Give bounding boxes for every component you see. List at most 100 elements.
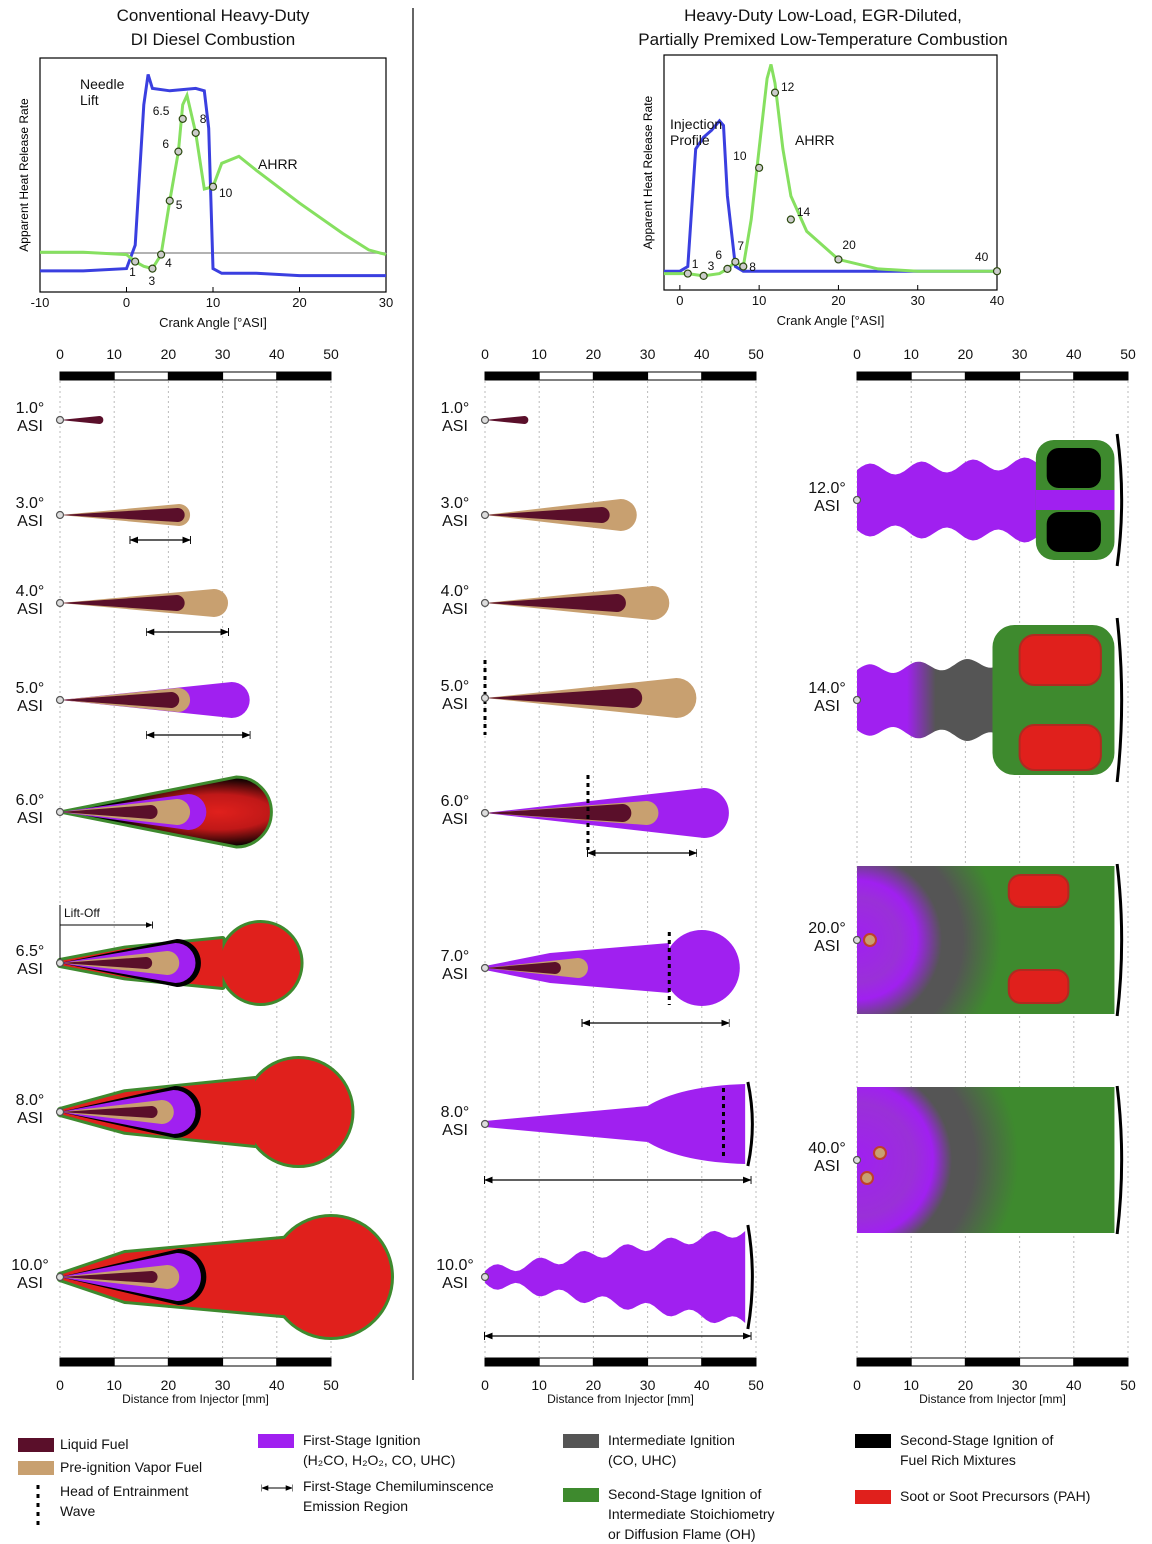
time-label: 1.0° ASI (8, 400, 52, 437)
time-label: 20.0° ASI (805, 920, 849, 957)
time-label: 4.0° ASI (433, 583, 477, 620)
x-tick-label: 20 (950, 1377, 980, 1393)
soot-particle (874, 1147, 886, 1159)
spray-region (485, 1231, 745, 1323)
scale-bar (485, 1358, 539, 1366)
spray-region (221, 923, 301, 1003)
x-axis-label: Distance from Injector [mm] (66, 1393, 326, 1407)
injector (57, 600, 64, 607)
time-label: 6.0° ASI (433, 793, 477, 830)
time-label: 3.0° ASI (8, 495, 52, 532)
series-label: Injection Profile (670, 116, 745, 148)
x-tick-label: 40 (1059, 1377, 1089, 1393)
scale-bar (911, 1358, 965, 1366)
series-label: Needle Lift (80, 76, 140, 108)
legend-label: Second-Stage Ignition of (900, 1432, 1053, 1448)
scale-bar (702, 372, 756, 380)
x-tick-label: 40 (687, 346, 717, 362)
legend-swatch (18, 1461, 54, 1475)
point-marker (994, 268, 1001, 275)
point-label: 14 (797, 206, 810, 220)
injector (57, 1274, 64, 1281)
legend-label: (H₂CO, H₂O₂, CO, UHC) (303, 1452, 455, 1468)
x-tick-label: 10 (896, 1377, 926, 1393)
point-marker (166, 197, 173, 204)
x-tick-label: 20 (280, 296, 320, 311)
spray-region (1020, 635, 1101, 685)
spray-region (1036, 490, 1115, 510)
injector (482, 810, 489, 817)
x-tick-label: 20 (153, 346, 183, 362)
scale-bar (648, 1358, 702, 1366)
spray-region (1047, 448, 1101, 488)
x-axis-label: Crank Angle [°ASI] (731, 314, 931, 329)
injector (482, 1274, 489, 1281)
y-axis-label: Apparent Heat Release Rate (17, 98, 31, 252)
point-marker (684, 270, 691, 277)
annotation: Lift-Off (64, 907, 100, 921)
chart-title: Conventional Heavy-Duty (0, 6, 443, 26)
injector (57, 697, 64, 704)
x-tick-label: 30 (633, 346, 663, 362)
x-tick-label: 40 (262, 346, 292, 362)
time-label: 40.0° ASI (805, 1140, 849, 1177)
spray-region (1047, 512, 1101, 552)
point-label: 1 (129, 266, 136, 280)
legend-swatch (563, 1488, 599, 1502)
scale-bar (593, 1358, 647, 1366)
scale-bar (965, 1358, 1019, 1366)
x-tick-label: 50 (1113, 1377, 1143, 1393)
spray-region (664, 930, 740, 1006)
point-label: 5 (176, 199, 183, 213)
legend-label: Wave (60, 1503, 95, 1519)
injector (854, 937, 861, 944)
x-tick-label: 10 (524, 1377, 554, 1393)
legend-swatch (18, 1438, 54, 1452)
point-marker (149, 265, 156, 272)
soot-particle (864, 934, 876, 946)
time-label: 6.5° ASI (8, 943, 52, 980)
legend-label: (CO, UHC) (608, 1452, 676, 1468)
legend-label: Head of Entrainment (60, 1483, 188, 1499)
spray-region (245, 1059, 351, 1165)
point-marker (700, 272, 707, 279)
injector (854, 697, 861, 704)
injector (57, 512, 64, 519)
x-tick-label: 10 (896, 346, 926, 362)
injector (854, 497, 861, 504)
series-label: AHRR (795, 132, 855, 148)
legend-label: or Diffusion Flame (OH) (608, 1526, 756, 1542)
scale-bar (857, 1358, 911, 1366)
x-tick-label: 0 (107, 296, 147, 311)
point-marker (210, 183, 217, 190)
injector (482, 512, 489, 519)
x-tick-label: 10 (99, 1377, 129, 1393)
x-tick-label: 50 (1113, 346, 1143, 362)
x-tick-label: 20 (578, 346, 608, 362)
scale-bar (60, 1358, 114, 1366)
legend-label: Intermediate Ignition (608, 1432, 735, 1448)
plot-frame (664, 55, 997, 290)
point-label: 6 (715, 249, 722, 263)
time-label: 7.0° ASI (433, 948, 477, 985)
x-tick-label: 40 (687, 1377, 717, 1393)
series-label: AHRR (258, 156, 318, 172)
x-tick-label: -10 (20, 296, 60, 311)
x-tick-label: 40 (262, 1377, 292, 1393)
scale-bar (1020, 1358, 1074, 1366)
scale-bar (114, 1358, 168, 1366)
spray-region (857, 866, 1114, 1014)
scale-bar (168, 372, 222, 380)
injector (482, 417, 489, 424)
time-label: 5.0° ASI (8, 680, 52, 717)
scale-bar (114, 372, 168, 380)
figure: Apparent Heat Release RateApparent Heat … (0, 0, 1152, 1544)
x-tick-label: 0 (45, 1377, 75, 1393)
x-tick-label: 0 (470, 346, 500, 362)
injector (482, 695, 489, 702)
point-marker (175, 148, 182, 155)
scale-bar (485, 372, 539, 380)
x-tick-label: 10 (524, 346, 554, 362)
scale-bar (1020, 372, 1074, 380)
time-label: 6.0° ASI (8, 792, 52, 829)
